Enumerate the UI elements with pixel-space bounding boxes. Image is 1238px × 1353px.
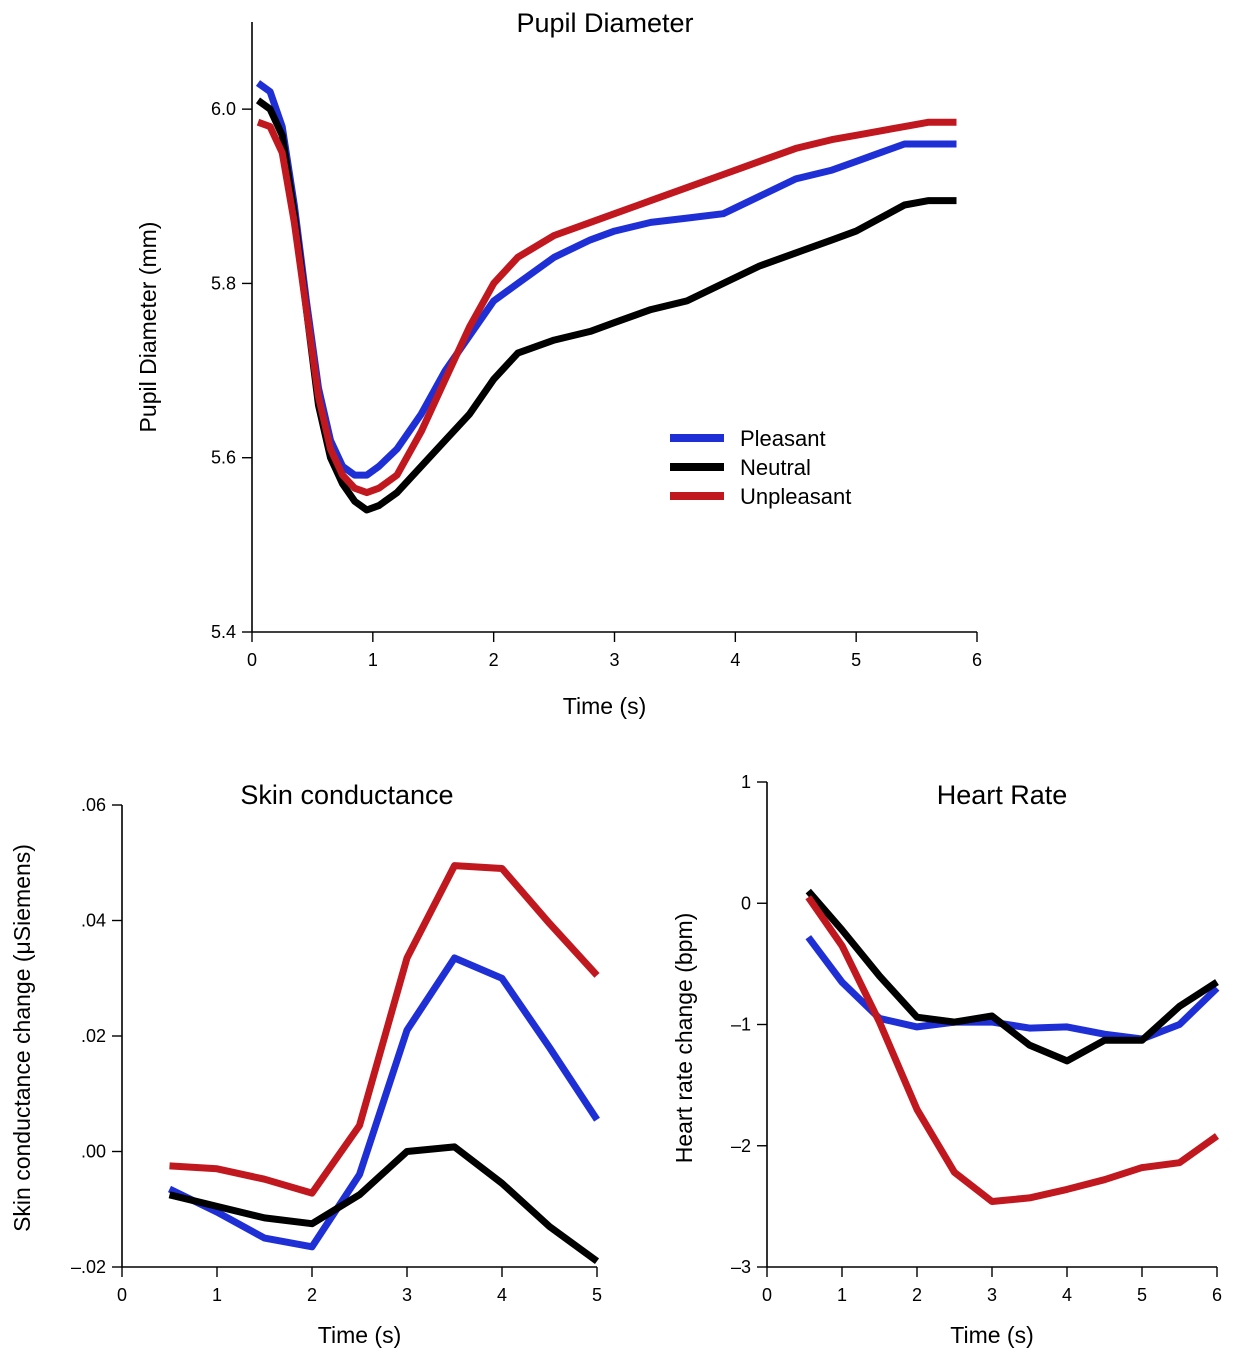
series-line-unpleasant (805, 895, 1220, 1205)
y-axis-label: Pupil Diameter (mm) (135, 222, 161, 433)
y-tick-label: 5.8 (211, 273, 236, 293)
x-tick-label: 5 (1137, 1285, 1147, 1305)
x-tick-label: 2 (307, 1285, 317, 1305)
y-tick-label: –.02 (71, 1257, 106, 1277)
chart-title: Skin conductance (240, 780, 453, 810)
x-tick-label: 5 (851, 650, 861, 670)
x-tick-label: 3 (987, 1285, 997, 1305)
y-tick-label: 0 (741, 893, 751, 913)
y-axis-label: Skin conductance change (μSiemens) (9, 844, 35, 1232)
y-tick-label: .04 (81, 911, 106, 931)
legend-label-pleasant: Pleasant (740, 426, 826, 451)
x-tick-label: 4 (730, 650, 740, 670)
legend-label-neutral: Neutral (740, 455, 811, 480)
x-tick-label: 2 (912, 1285, 922, 1305)
series-line-neutral (168, 1143, 600, 1265)
x-tick-label: 0 (117, 1285, 127, 1305)
y-tick-label: 1 (741, 772, 751, 792)
x-tick-label: 2 (489, 650, 499, 670)
legend: Pleasant Neutral Unpleasant (670, 426, 851, 509)
x-axis-label: Time (s) (318, 1322, 401, 1348)
legend-label-unpleasant: Unpleasant (740, 484, 851, 509)
y-tick-label: 5.4 (211, 622, 236, 642)
y-tick-label: –3 (731, 1257, 751, 1277)
y-tick-label: –1 (731, 1015, 751, 1035)
skin-conductance-chart: Skin conductance 0 1 2 3 4 5 –.02 .00 .02 .04 .06 Ti… (9, 780, 602, 1348)
x-tick-label: 3 (402, 1285, 412, 1305)
x-axis-label: Time (s) (950, 1322, 1033, 1348)
x-tick-label: 6 (972, 650, 982, 670)
chart-title: Pupil Diameter (516, 8, 693, 38)
y-tick-label: 5.6 (211, 448, 236, 468)
chart-title: Heart Rate (937, 780, 1068, 810)
x-tick-label: 4 (1062, 1285, 1072, 1305)
series-line-unpleasant (256, 118, 957, 497)
heart-rate-chart: Heart Rate 0 1 2 3 4 5 6 –3 –2 –1 0 1 Time (s) Heart r… (671, 772, 1222, 1348)
x-tick-label: 0 (247, 650, 257, 670)
x-tick-label: 1 (212, 1285, 222, 1305)
series-line-unpleasant (169, 862, 600, 1197)
x-tick-label: 4 (497, 1285, 507, 1305)
y-axis-label: Heart rate change (bpm) (671, 913, 697, 1164)
series-line-neutral (805, 888, 1219, 1065)
x-tick-label: 5 (592, 1285, 602, 1305)
series-line-pleasant (255, 80, 957, 479)
series-line-pleasant (167, 954, 600, 1251)
x-tick-label: 3 (609, 650, 619, 670)
y-tick-label: 6.0 (211, 99, 236, 119)
y-tick-label: .06 (81, 795, 106, 815)
y-tick-label: .00 (81, 1142, 106, 1162)
x-tick-label: 1 (368, 650, 378, 670)
x-tick-label: 6 (1212, 1285, 1222, 1305)
y-tick-label: –2 (731, 1136, 751, 1156)
pupil-diameter-chart: Pupil Diameter 0 1 2 3 4 5 6 5.4 5.6 5.8 6.0 Time (s… (135, 8, 982, 719)
y-tick-label: .02 (81, 1026, 106, 1046)
x-tick-label: 1 (837, 1285, 847, 1305)
x-tick-label: 0 (762, 1285, 772, 1305)
x-axis-label: Time (s) (563, 693, 646, 719)
